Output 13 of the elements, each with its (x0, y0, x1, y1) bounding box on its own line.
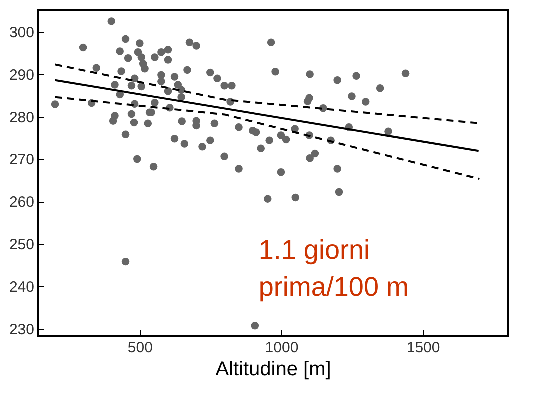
y-tick-label: 280 (9, 109, 34, 126)
x-tick-label: 1500 (406, 340, 440, 356)
y-tick-label: 300 (9, 24, 34, 42)
x-tick-label: 500 (128, 340, 153, 356)
annotation: 1.1 giorni prima/100 m (258, 235, 409, 302)
y-tick-label: 260 (9, 194, 34, 212)
y-tick-label: 290 (9, 66, 34, 84)
y-tick-label: 240 (9, 278, 34, 296)
x-tick-label: 1000 (265, 340, 299, 356)
y-tick-label: 230 (9, 321, 34, 338)
y-tick-label: 250 (9, 236, 34, 254)
y-tick-label: 270 (9, 152, 34, 169)
x-axis-title: Altitudine [m] (216, 358, 332, 380)
